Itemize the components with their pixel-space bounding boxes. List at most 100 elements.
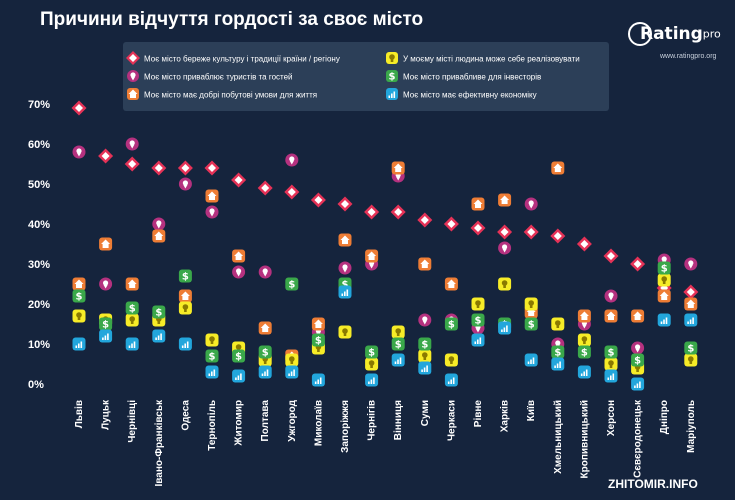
data-point-bulb <box>577 333 591 347</box>
legend-label: Моє місто має ефективну економіку <box>403 91 537 100</box>
x-tick-label: Запоріжжя <box>340 400 351 453</box>
data-point-chart <box>391 353 405 367</box>
data-point-diamond <box>683 284 699 300</box>
data-point-diamond <box>523 224 539 240</box>
legend-label: Моє місто має добрі побутові умови для ж… <box>144 91 317 100</box>
data-point-house <box>125 277 139 291</box>
data-point-diamond <box>550 228 566 244</box>
data-point-chart <box>577 365 591 379</box>
x-tick-label: Маріуполь <box>686 400 697 453</box>
data-point-bulb <box>125 313 139 327</box>
data-point-dollar: $ <box>311 333 325 347</box>
data-point-house <box>152 229 166 243</box>
x-tick-label: Дніпро <box>659 400 670 434</box>
data-point-chart <box>258 365 272 379</box>
data-point-bulb <box>72 309 86 323</box>
legend-marker-pin <box>127 70 139 82</box>
data-point-house <box>471 197 485 211</box>
data-point-dollar: $ <box>258 345 272 359</box>
data-point-diamond <box>443 216 459 232</box>
legend-marker-bulb <box>386 52 398 64</box>
svg-text:$: $ <box>102 320 109 331</box>
data-point-diamond <box>603 248 619 264</box>
data-point-chart <box>205 365 219 379</box>
data-point-diamond <box>364 204 380 220</box>
data-point-pin <box>285 153 299 167</box>
svg-text:$: $ <box>389 72 396 83</box>
data-point-pin <box>524 197 538 211</box>
data-point-chart <box>285 365 299 379</box>
data-point-bulb <box>285 353 299 367</box>
svg-text:$: $ <box>315 336 322 347</box>
data-point-diamond <box>390 204 406 220</box>
y-tick-label: 40% <box>28 219 50 231</box>
data-point-pin <box>684 257 698 271</box>
data-point-house <box>365 249 379 263</box>
logo-url: www.ratingpro.org <box>660 53 717 60</box>
svg-text:$: $ <box>342 280 349 291</box>
data-point-diamond <box>71 100 87 116</box>
data-point-diamond <box>337 196 353 212</box>
data-point-diamond <box>124 156 140 172</box>
legend-marker-dollar: $ <box>386 70 398 83</box>
data-point-chart <box>418 361 432 375</box>
data-point-diamond <box>231 172 247 188</box>
data-point-bulb <box>418 349 432 363</box>
data-point-pin <box>338 261 352 275</box>
x-tick-label: Ужгород <box>287 399 298 441</box>
data-point-diamond <box>630 256 646 272</box>
x-tick-label: Рівне <box>473 400 484 428</box>
svg-text:$: $ <box>155 308 162 319</box>
data-point-bulb <box>551 317 565 331</box>
data-point-bulb <box>178 301 192 315</box>
data-point-diamond <box>470 220 486 236</box>
data-point-dollar: $ <box>524 317 538 331</box>
data-point-chart <box>72 337 86 351</box>
data-point-house <box>551 161 565 175</box>
data-point-dollar: $ <box>72 289 86 303</box>
data-point-pin <box>99 277 113 291</box>
x-tick-label: Сєвєродонецьк <box>633 399 644 478</box>
x-tick-label: Суми <box>420 400 431 426</box>
data-point-house <box>99 237 113 251</box>
logo-brand: Rating <box>640 24 703 44</box>
x-tick-label: Вінниця <box>393 400 404 440</box>
data-point-house <box>178 289 192 303</box>
data-point-chart <box>604 369 618 383</box>
x-tick-label: Івано-Франківськ <box>154 399 165 486</box>
data-point-chart <box>551 357 565 371</box>
data-point-chart <box>524 353 538 367</box>
data-point-dollar: $ <box>551 345 565 359</box>
x-tick-label: Чернівці <box>127 400 138 443</box>
svg-text:$: $ <box>395 340 402 351</box>
data-point-pin <box>178 177 192 191</box>
data-point-chart <box>365 373 379 387</box>
data-point-dollar: $ <box>577 345 591 359</box>
svg-text:$: $ <box>554 348 561 359</box>
data-point-house <box>604 309 618 323</box>
data-point-chart <box>152 329 166 343</box>
data-point-chart <box>631 377 645 391</box>
data-point-dollar: $ <box>285 277 299 291</box>
svg-text:$: $ <box>448 320 455 331</box>
x-tick-label: Чернігів <box>367 400 378 441</box>
data-point-diamond <box>177 160 193 176</box>
data-point-dollar: $ <box>604 345 618 359</box>
data-point-bulb <box>524 297 538 311</box>
data-point-bulb <box>391 325 405 339</box>
y-tick-label: 30% <box>28 259 50 271</box>
data-point-dollar: $ <box>631 353 645 367</box>
data-point-diamond <box>257 180 273 196</box>
x-tick-label: Хмельницький <box>553 400 564 474</box>
svg-text:$: $ <box>528 320 535 331</box>
data-point-bulb <box>444 353 458 367</box>
data-point-house <box>631 309 645 323</box>
data-point-pin <box>205 205 219 219</box>
x-tick-label: Кропивницький <box>579 400 590 478</box>
data-point-dollar: $ <box>684 341 698 355</box>
data-point-bulb <box>604 357 618 371</box>
svg-text:$: $ <box>581 348 588 359</box>
data-point-dollar: $ <box>471 313 485 327</box>
